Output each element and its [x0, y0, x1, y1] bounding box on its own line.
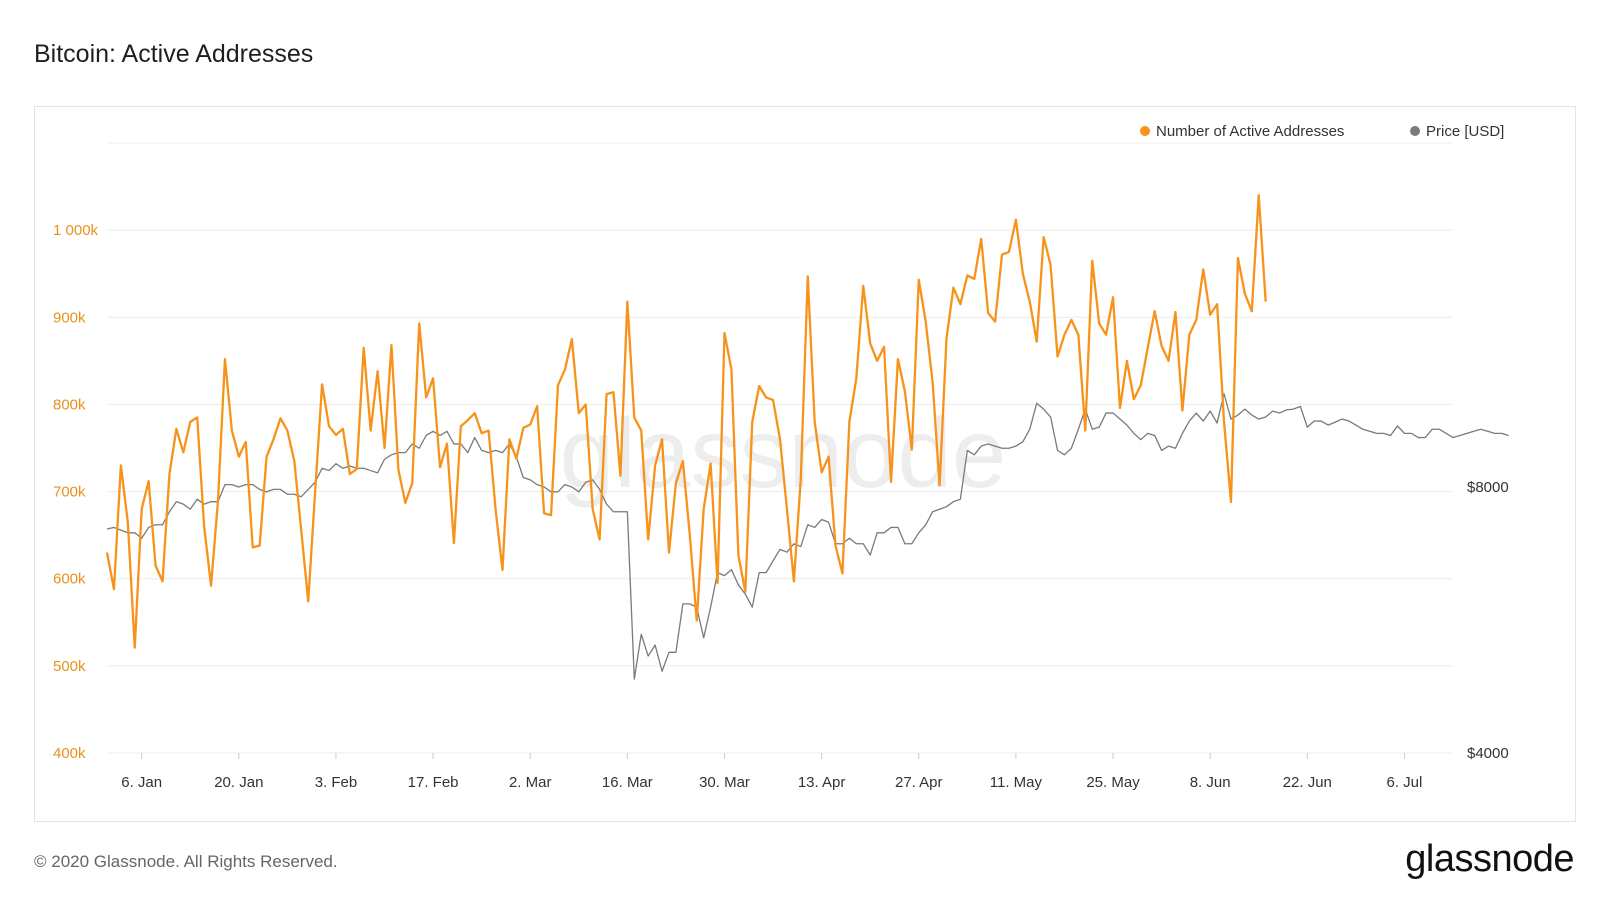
y-tick-left: 600k [53, 571, 86, 588]
x-tick-label: 2. Mar [509, 774, 552, 791]
chart-svg: glassnode 400k 500k 600k 700k 800k 900k 1 000k… [53, 123, 1509, 791]
x-tick-label: 13. Apr [798, 774, 846, 791]
x-tick-label: 11. May [990, 774, 1043, 791]
x-tick-label: 6. Jul [1387, 774, 1423, 791]
y-tick-left: 900k [53, 309, 86, 326]
series-lines [105, 194, 1509, 680]
legend-item-price[interactable]: Price [USD] [1410, 123, 1504, 140]
legend: Number of Active Addresses Price [USD] [1140, 123, 1504, 140]
y-tick-right: $4000 [1467, 745, 1509, 762]
chart-panel: glassnode 400k 500k 600k 700k 800k 900k 1 000k… [34, 106, 1576, 822]
glassnode-logo[interactable]: glassnode [1405, 838, 1574, 880]
legend-marker-price [1410, 126, 1420, 136]
x-tick-label: 16. Mar [602, 774, 653, 791]
y-tick-right: $8000 [1467, 479, 1509, 496]
legend-label-active-addresses: Number of Active Addresses [1156, 123, 1344, 140]
price-line [106, 393, 1509, 680]
footer-copyright: © 2020 Glassnode. All Rights Reserved. [34, 852, 338, 871]
legend-item-active-addresses[interactable]: Number of Active Addresses [1140, 123, 1344, 140]
x-tick-label: 25. May [1086, 774, 1140, 791]
y-tick-left: 1 000k [53, 222, 99, 239]
right-axis: $4000 $8000 [1467, 479, 1509, 762]
y-tick-left: 700k [53, 484, 86, 501]
left-axis: 400k 500k 600k 700k 800k 900k 1 000k [53, 222, 99, 762]
y-tick-left: 500k [53, 658, 86, 675]
x-tick-label: 8. Jun [1190, 774, 1231, 791]
x-tick-label: 6. Jan [121, 774, 162, 791]
legend-marker-active-addresses [1140, 126, 1150, 136]
x-axis: 6. Jan 20. Jan 3. Feb 17. Feb 2. Mar 16. Mar 3… [121, 753, 1422, 791]
y-tick-left: 800k [53, 396, 86, 413]
x-tick-label: 3. Feb [315, 774, 358, 791]
legend-label-price: Price [USD] [1426, 123, 1504, 140]
x-tick-label: 20. Jan [214, 774, 263, 791]
x-tick-label: 30. Mar [699, 774, 750, 791]
active-addresses-line [105, 194, 1267, 649]
x-tick-label: 27. Apr [895, 774, 943, 791]
watermark-logo: glassnode [560, 398, 1007, 508]
y-tick-left: 400k [53, 745, 86, 762]
x-tick-label: 17. Feb [408, 774, 459, 791]
x-tick-label: 22. Jun [1283, 774, 1332, 791]
grid [107, 142, 1453, 754]
page-title: Bitcoin: Active Addresses [34, 40, 314, 68]
